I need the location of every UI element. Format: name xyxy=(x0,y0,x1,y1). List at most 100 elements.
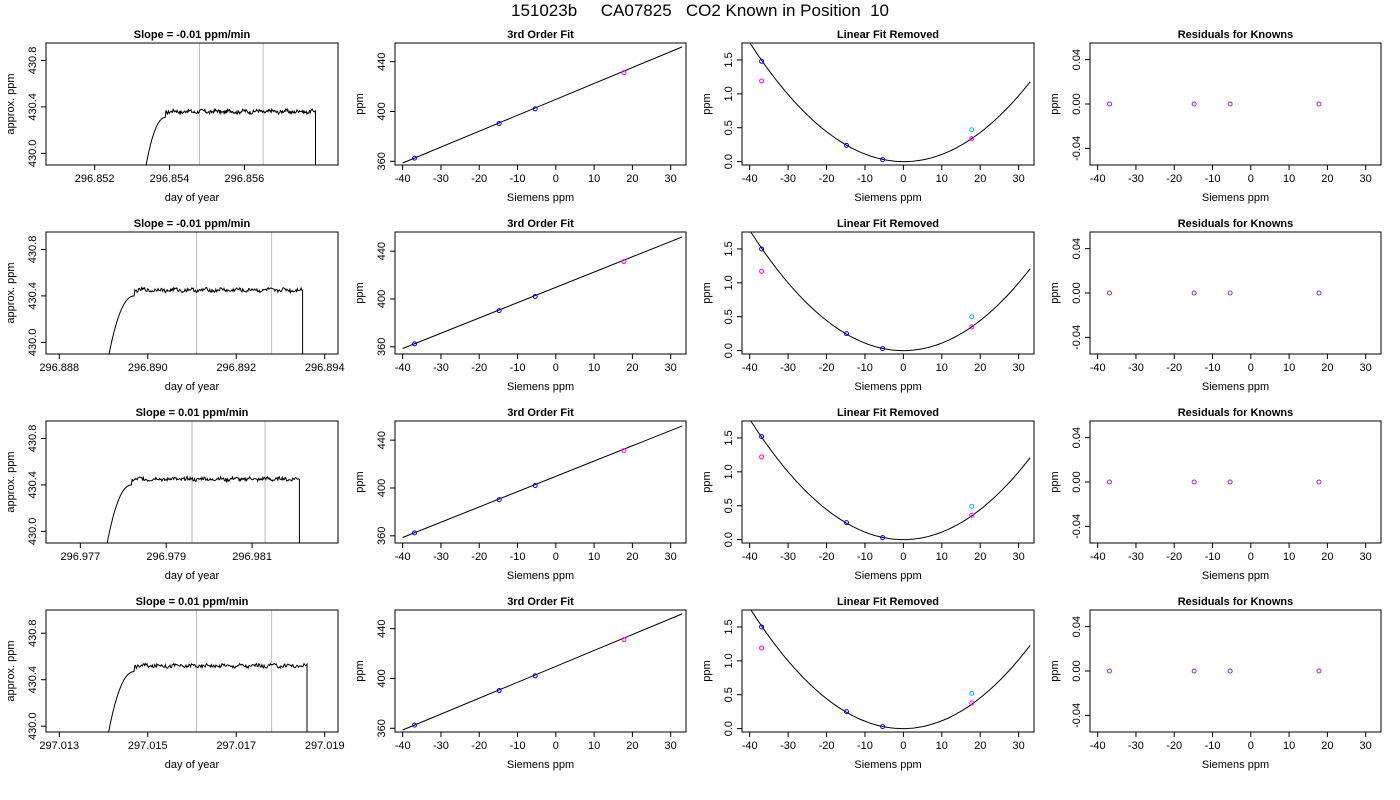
data-point xyxy=(759,58,765,64)
data-point xyxy=(1227,290,1233,296)
plot-frame xyxy=(394,231,687,355)
plot-area xyxy=(750,232,1031,352)
y-tick-label: 430.0 xyxy=(27,140,39,168)
x-tick-label: 20 xyxy=(1321,173,1333,185)
data-point xyxy=(532,673,538,679)
y-tick-label: 360 xyxy=(376,719,388,737)
x-tick-label: 20 xyxy=(1321,551,1333,563)
chart-title: Residuals for Knowns xyxy=(1178,218,1294,230)
y-tick-label: 1.0 xyxy=(723,275,735,290)
chart-panel-0-2: Linear Fit Removed Siemens ppm ppm -40 -30 -2… xyxy=(701,29,1035,204)
x-axis-label: day of year xyxy=(165,759,220,771)
x-tick-label: -40 xyxy=(742,362,758,374)
data-point xyxy=(621,259,627,265)
quadratic-fit-curve xyxy=(750,232,1031,352)
x-tick-label: 296.894 xyxy=(305,362,345,374)
y-tick-label: 0.04 xyxy=(1071,427,1083,448)
chart-panel-3-1: 3rd Order Fit Siemens ppm ppm -40 -30 -20 -10 0… xyxy=(354,596,687,771)
x-tick-label: 0 xyxy=(900,551,906,563)
chart-panel-1-3: Residuals for Knowns Siemens ppm ppm -40 -30… xyxy=(1049,218,1382,393)
x-tick-label: 297.017 xyxy=(216,740,256,752)
plot-area xyxy=(1107,101,1322,107)
data-point xyxy=(496,121,502,127)
plot-area xyxy=(1107,668,1322,674)
data-point xyxy=(532,106,538,112)
x-tick-label: -20 xyxy=(1166,362,1182,374)
x-tick-label: 10 xyxy=(1283,551,1295,563)
x-tick-label: 10 xyxy=(588,740,600,752)
data-point xyxy=(621,448,627,454)
x-tick-label: -10 xyxy=(857,362,873,374)
x-tick-label: 30 xyxy=(1360,173,1372,185)
x-tick-label: -40 xyxy=(395,173,411,185)
y-axis-label: ppm xyxy=(354,660,366,681)
data-point xyxy=(496,688,502,694)
x-tick-label: 20 xyxy=(1321,740,1333,752)
x-tick-label: 30 xyxy=(665,173,677,185)
y-axis-label: approx. ppm xyxy=(5,73,17,134)
chart-title: Slope = 0.01 ppm/min xyxy=(136,596,249,608)
x-tick-label: 20 xyxy=(626,551,638,563)
data-point xyxy=(969,700,975,706)
x-tick-label: 0 xyxy=(553,740,559,752)
x-tick-label: 20 xyxy=(974,173,986,185)
x-tick-label: -20 xyxy=(819,362,835,374)
plot-frame xyxy=(741,42,1035,166)
data-point xyxy=(759,268,765,274)
data-point xyxy=(844,142,850,148)
x-tick-label: 20 xyxy=(974,740,986,752)
y-tick-label: 430.0 xyxy=(27,712,39,740)
quadratic-fit-curve xyxy=(749,43,1031,163)
data-point xyxy=(844,331,850,337)
x-tick-label: 297.015 xyxy=(128,740,168,752)
data-trace-line xyxy=(106,475,300,543)
data-trace-line xyxy=(108,286,304,354)
data-point xyxy=(759,454,765,460)
y-tick-label: 0.04 xyxy=(1071,616,1083,637)
plot-area xyxy=(749,43,1031,163)
x-tick-label: 0 xyxy=(1248,173,1254,185)
x-tick-label: 30 xyxy=(1013,551,1025,563)
y-tick-label: 1.5 xyxy=(723,619,735,634)
x-tick-label: -20 xyxy=(1166,551,1182,563)
y-tick-label: -0.04 xyxy=(1071,514,1083,539)
x-axis-label: day of year xyxy=(165,192,220,204)
y-axis-label: approx. ppm xyxy=(5,451,17,512)
y-tick-label: 0.5 xyxy=(723,309,735,324)
plot-frame xyxy=(741,231,1035,355)
data-point xyxy=(880,535,886,541)
y-tick-label: 430.0 xyxy=(27,518,39,546)
chart-panel-3-2: Linear Fit Removed Siemens ppm ppm -40 -30 -2… xyxy=(701,596,1035,771)
x-tick-label: 10 xyxy=(1283,740,1295,752)
quadratic-fit-curve xyxy=(750,610,1031,730)
chart-title: Slope = -0.01 ppm/min xyxy=(134,29,251,41)
x-tick-label: 30 xyxy=(665,551,677,563)
data-point xyxy=(532,482,538,488)
page-title: 151023b CA07825 CO2 Known in Position 10 xyxy=(510,1,890,20)
y-axis-label: ppm xyxy=(701,660,713,681)
x-tick-label: -10 xyxy=(510,740,526,752)
y-tick-label: 360 xyxy=(376,152,388,170)
data-point xyxy=(1107,290,1113,296)
plot-frame xyxy=(45,420,339,544)
x-tick-label: 30 xyxy=(665,740,677,752)
x-tick-label: 30 xyxy=(1360,740,1372,752)
chart-panel-0-3: Residuals for Knowns Siemens ppm ppm -40 -30… xyxy=(1049,29,1382,204)
y-tick-label: 400 xyxy=(376,669,388,687)
y-tick-label: 0.00 xyxy=(1071,282,1083,303)
x-tick-label: 10 xyxy=(588,362,600,374)
x-axis-label: Siemens ppm xyxy=(1202,570,1269,582)
data-point xyxy=(412,341,418,347)
data-point xyxy=(621,637,627,643)
chart-title: Residuals for Knowns xyxy=(1178,596,1294,608)
x-tick-label: -40 xyxy=(395,740,411,752)
data-trace-line xyxy=(108,662,308,732)
data-point xyxy=(1316,101,1322,107)
data-point xyxy=(759,624,765,630)
x-axis-label: Siemens ppm xyxy=(854,192,921,204)
plot-frame xyxy=(394,420,687,544)
y-tick-label: 0.5 xyxy=(723,687,735,702)
chart-panel-3-3: Residuals for Knowns Siemens ppm ppm -40 -30… xyxy=(1049,596,1382,771)
x-tick-label: 296.979 xyxy=(146,551,186,563)
